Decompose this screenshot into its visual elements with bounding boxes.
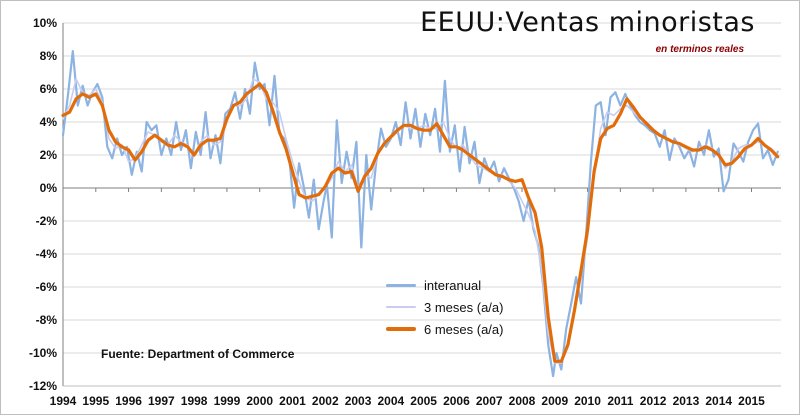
y-tick-label: 0%	[40, 181, 58, 195]
legend-swatch	[386, 306, 416, 308]
x-tick-label: 1996	[115, 394, 142, 408]
chart-title: EEUU:Ventas minoristas	[420, 7, 755, 38]
legend-item: 3 meses (a/a)	[386, 296, 503, 318]
legend-label: 3 meses (a/a)	[424, 299, 504, 315]
x-tick-label: 2000	[246, 394, 273, 408]
x-tick-label: 1997	[148, 394, 175, 408]
y-tick-label: 4%	[40, 115, 58, 129]
x-tick-label: 2007	[476, 394, 503, 408]
y-tick-label: -6%	[36, 280, 58, 294]
series-line	[61, 82, 780, 363]
x-tick-label: 1994	[50, 394, 77, 408]
chart-subtitle: en terminos reales	[655, 44, 744, 55]
legend: interanual 3 meses (a/a) 6 meses (a/a)	[386, 274, 503, 340]
x-tick-label: 2012	[640, 394, 667, 408]
x-tick-label: 2010	[574, 394, 601, 408]
x-tick-label: 1998	[181, 394, 208, 408]
x-tick-label: 2004	[378, 394, 405, 408]
x-tick-label: 2014	[705, 394, 732, 408]
y-tick-label: 6%	[40, 82, 58, 96]
x-tick-label: 2006	[443, 394, 470, 408]
x-tick-label: 1999	[214, 394, 241, 408]
x-tick-label: 1995	[82, 394, 109, 408]
legend-item: 6 meses (a/a)	[386, 318, 503, 340]
x-tick-label: 2015	[738, 394, 765, 408]
y-tick-label: -10%	[29, 346, 57, 360]
x-tick-label: 2003	[345, 394, 372, 408]
legend-swatch	[386, 283, 416, 287]
legend-swatch	[386, 327, 416, 331]
x-tick-label: 2005	[410, 394, 437, 408]
y-tick-label: -12%	[29, 379, 57, 393]
y-tick-label: 2%	[40, 148, 58, 162]
y-tick-label: -8%	[36, 313, 58, 327]
source-note: Fuente: Department of Commerce	[101, 347, 295, 361]
legend-label: 6 meses (a/a)	[424, 321, 504, 337]
y-tick-label: 8%	[40, 49, 58, 63]
x-tick-label: 2001	[279, 394, 306, 408]
legend-label: interanual	[424, 277, 482, 293]
x-tick-label: 2002	[312, 394, 339, 408]
x-tick-label: 2009	[541, 394, 568, 408]
y-tick-label: -4%	[36, 247, 58, 261]
x-tick-label: 2011	[607, 394, 633, 408]
y-tick-label: -2%	[36, 214, 58, 228]
x-tick-label: 2013	[673, 394, 700, 408]
y-tick-label: 10%	[33, 16, 57, 30]
legend-item: interanual	[386, 274, 503, 296]
x-tick-label: 2008	[509, 394, 536, 408]
